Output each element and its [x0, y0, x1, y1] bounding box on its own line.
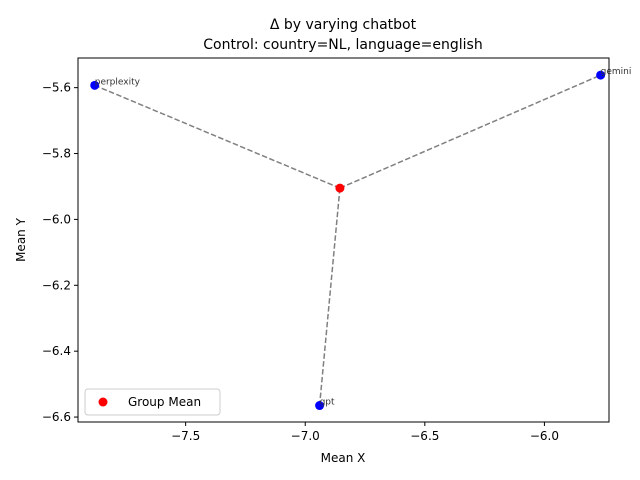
point-gpt: [315, 401, 325, 411]
x-tick-label: −6.5: [410, 429, 439, 443]
legend-marker-group-mean: [98, 397, 108, 407]
data-points: perplexity gemini gpt: [90, 67, 632, 411]
point-perplexity: [90, 80, 100, 90]
chart-title: Δ by varying chatbot: [270, 17, 417, 33]
point-label-gemini: gemini: [601, 67, 632, 77]
connector-line-gpt: [318, 188, 341, 406]
legend-box: [84, 388, 221, 416]
y-tick-label: −6.2: [42, 278, 71, 292]
legend: Group Mean: [84, 388, 221, 416]
x-tick-label: −7.5: [171, 429, 200, 443]
point-label-gpt: gpt: [320, 398, 335, 408]
connector-lines: [94, 74, 601, 406]
x-axis-ticks: −7.5 −7.0 −6.5 −6.0: [171, 422, 559, 443]
y-tick-label: −6.0: [42, 212, 71, 226]
point-label-perplexity: perplexity: [95, 77, 141, 87]
chart-subtitle: Control: country=NL, language=english: [203, 37, 482, 53]
plot-frame: [77, 57, 610, 423]
y-tick-label: −6.4: [42, 344, 71, 358]
y-tick-label: −6.6: [42, 410, 71, 424]
y-axis-ticks: −5.6 −5.8 −6.0 −6.2 −6.4 −6.6: [42, 81, 78, 424]
x-tick-label: −6.0: [530, 429, 559, 443]
group-mean-point: [335, 183, 345, 193]
legend-label-group-mean: Group Mean: [128, 395, 201, 409]
y-tick-label: −5.6: [42, 81, 71, 95]
connector-line-perplexity: [94, 84, 341, 189]
x-tick-label: −7.0: [291, 429, 320, 443]
point-gemini: [596, 70, 606, 80]
connector-line-gemini: [339, 74, 601, 189]
x-axis-label: Mean X: [321, 451, 366, 465]
y-axis-label: Mean Y: [14, 217, 28, 262]
y-tick-label: −5.8: [42, 147, 71, 161]
